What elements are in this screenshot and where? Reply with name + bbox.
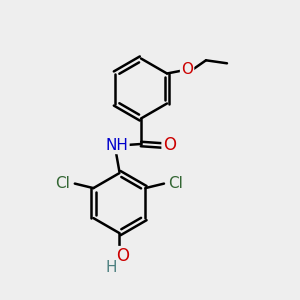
Text: H: H <box>105 260 117 275</box>
Text: NH: NH <box>106 138 128 153</box>
Text: O: O <box>116 247 130 265</box>
Text: Cl: Cl <box>169 176 183 191</box>
Text: O: O <box>181 62 193 77</box>
Text: Cl: Cl <box>56 176 70 191</box>
Text: O: O <box>163 136 176 154</box>
